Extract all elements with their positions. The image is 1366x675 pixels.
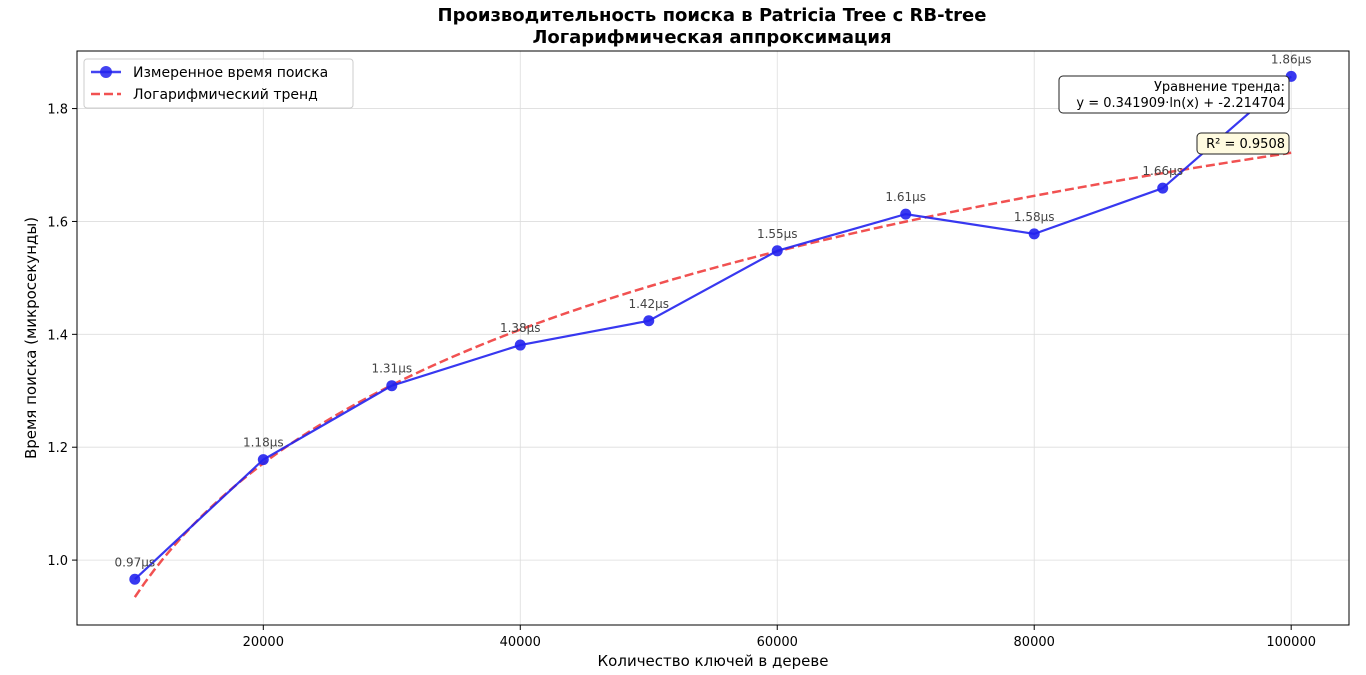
data-label: 1.38μs	[500, 321, 541, 335]
plot-frame	[77, 51, 1349, 625]
data-label: 1.61μs	[885, 190, 926, 204]
measured-point	[771, 245, 783, 257]
chart-title: Производительность поиска в Patricia Tre…	[438, 5, 987, 26]
data-label: 0.97μs	[115, 555, 156, 569]
measured-point	[514, 339, 526, 351]
measured-point	[386, 380, 398, 392]
equation-box: Уравнение тренда: y = 0.341909·ln(x) + -…	[1058, 75, 1290, 114]
data-label: 1.55μs	[757, 227, 798, 241]
data-label: 1.31μs	[371, 362, 412, 376]
y-tick-label: 1.8	[47, 103, 68, 118]
measured-series	[129, 70, 1297, 585]
y-tick-label: 1.2	[47, 441, 68, 456]
trend-series	[133, 151, 1292, 598]
measured-point	[257, 454, 269, 466]
measured-point	[900, 208, 912, 220]
y-tick-label: 1.6	[47, 215, 68, 230]
data-label: 1.42μs	[628, 297, 669, 311]
equation-title: Уравнение тренда:	[1154, 80, 1285, 95]
measured-point	[1028, 228, 1040, 240]
equation-text: y = 0.341909·ln(x) + -2.214704	[1076, 96, 1285, 111]
x-tick-label: 20000	[243, 635, 284, 650]
data-label: 1.66μs	[1142, 164, 1183, 178]
legend-trend-label: Логарифмический тренд	[133, 87, 318, 103]
measured-line	[134, 75, 1292, 581]
data-labels: 0.97μs 1.18μs 1.31μs 1.38μs 1.42μs 1.55μs 1.61…	[115, 52, 1312, 569]
measured-point	[643, 315, 655, 327]
measured-point	[129, 573, 141, 585]
x-tick-label: 60000	[757, 635, 798, 650]
y-tick-label: 1.4	[47, 328, 68, 343]
plot-border	[76, 50, 1350, 626]
y-tick-label: 1.0	[47, 554, 68, 569]
data-label: 1.86μs	[1271, 52, 1312, 66]
x-axis-label: Количество ключей в дереве	[598, 652, 829, 670]
r2-box-frame	[1196, 132, 1290, 155]
legend-measured-label: Измеренное время поиска	[133, 65, 328, 81]
legend-frame	[83, 58, 354, 109]
data-label: 1.58μs	[1014, 210, 1055, 224]
data-label: 1.18μs	[243, 436, 284, 450]
y-axis-ticks: 1.0 1.2 1.4 1.6 1.8	[47, 103, 77, 569]
plot-area: 0.97μs 1.18μs 1.31μs 1.38μs 1.42μs 1.55μs 1.61…	[76, 50, 1350, 626]
legend: Измеренное время поиска Логарифмический …	[83, 58, 354, 109]
y-axis-label: Время поиска (микросекунды)	[22, 217, 40, 459]
x-tick-label: 80000	[1014, 635, 1055, 650]
equation-box-frame	[1058, 75, 1290, 114]
measured-point	[1157, 182, 1169, 194]
chart-subtitle: Логарифмическая аппроксимация	[532, 27, 891, 48]
x-axis-ticks: 20000 40000 60000 80000 100000	[243, 625, 1316, 650]
r2-text: R² = 0.9508	[1206, 137, 1285, 152]
trend-line	[133, 151, 1292, 598]
x-tick-label: 100000	[1266, 635, 1316, 650]
r2-box: R² = 0.9508	[1196, 132, 1290, 155]
x-tick-label: 40000	[500, 635, 541, 650]
legend-measured-marker	[100, 66, 112, 78]
